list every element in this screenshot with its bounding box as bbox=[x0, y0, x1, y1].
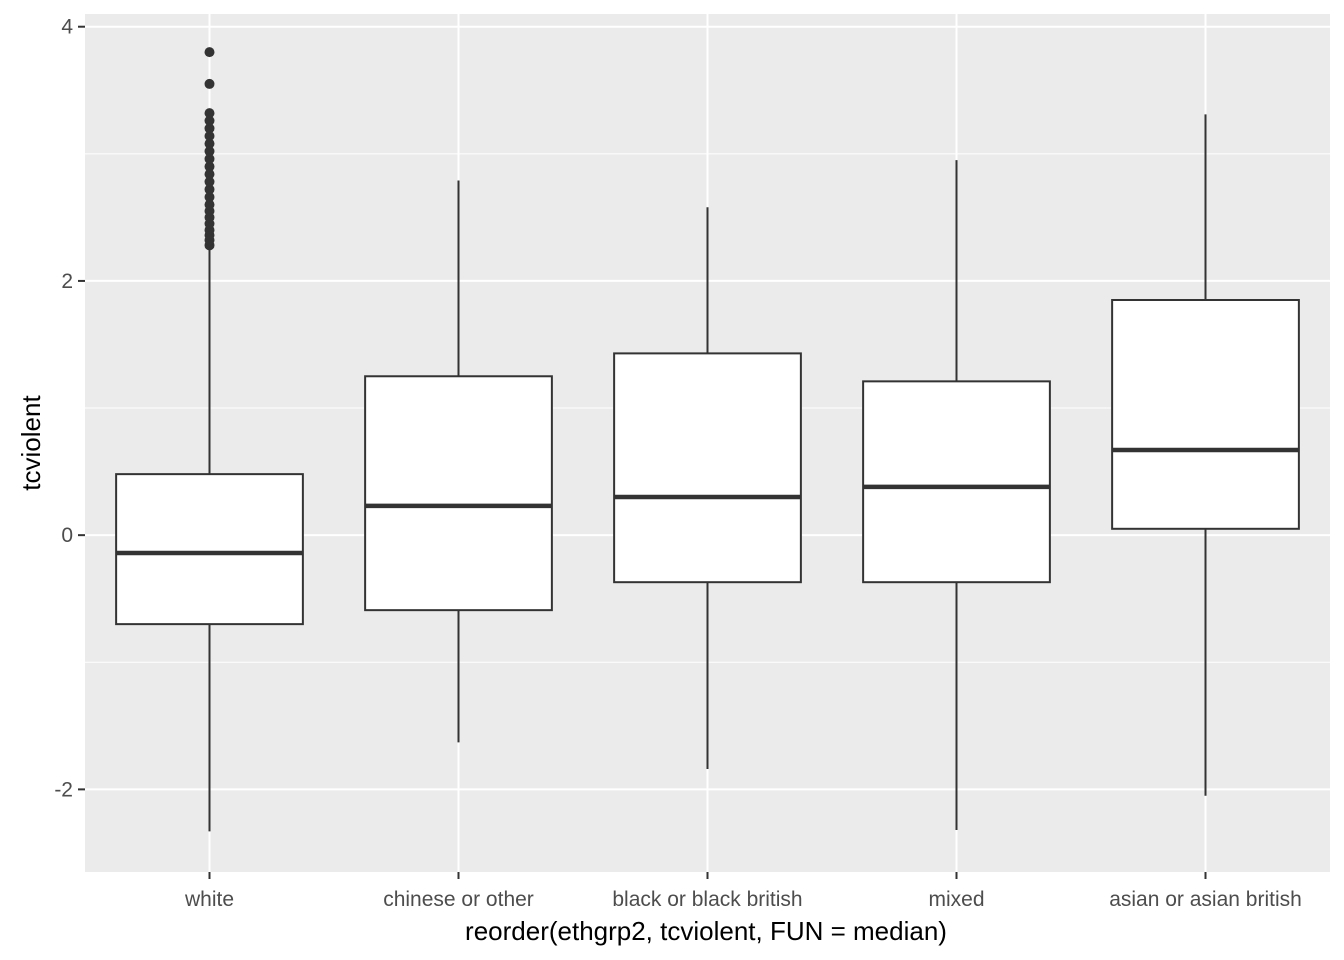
box-iqr bbox=[116, 474, 303, 624]
outlier-point bbox=[205, 79, 215, 89]
box-iqr bbox=[863, 381, 1050, 582]
x-axis: white chinese or other black or black brit… bbox=[184, 872, 1302, 911]
box-iqr bbox=[365, 376, 552, 610]
x-tick-label: mixed bbox=[928, 888, 984, 911]
box-iqr bbox=[614, 353, 801, 582]
y-tick-label: 2 bbox=[61, 270, 73, 293]
x-tick-label: white bbox=[184, 888, 234, 911]
x-tick-label: asian or asian british bbox=[1109, 888, 1302, 911]
box-iqr bbox=[1112, 300, 1299, 529]
x-axis-title: reorder(ethgrp2, tcviolent, FUN = median… bbox=[465, 916, 947, 946]
y-tick-label: 0 bbox=[61, 524, 73, 547]
y-tick-label: 4 bbox=[61, 16, 73, 39]
x-tick-label: chinese or other bbox=[383, 888, 534, 911]
outlier-point bbox=[205, 108, 215, 118]
y-tick-label: -2 bbox=[54, 778, 73, 801]
y-axis: -2 0 2 4 bbox=[54, 16, 85, 802]
x-tick-label: black or black british bbox=[612, 888, 802, 911]
y-axis-title: tcviolent bbox=[16, 395, 46, 491]
outlier-point bbox=[205, 47, 215, 57]
